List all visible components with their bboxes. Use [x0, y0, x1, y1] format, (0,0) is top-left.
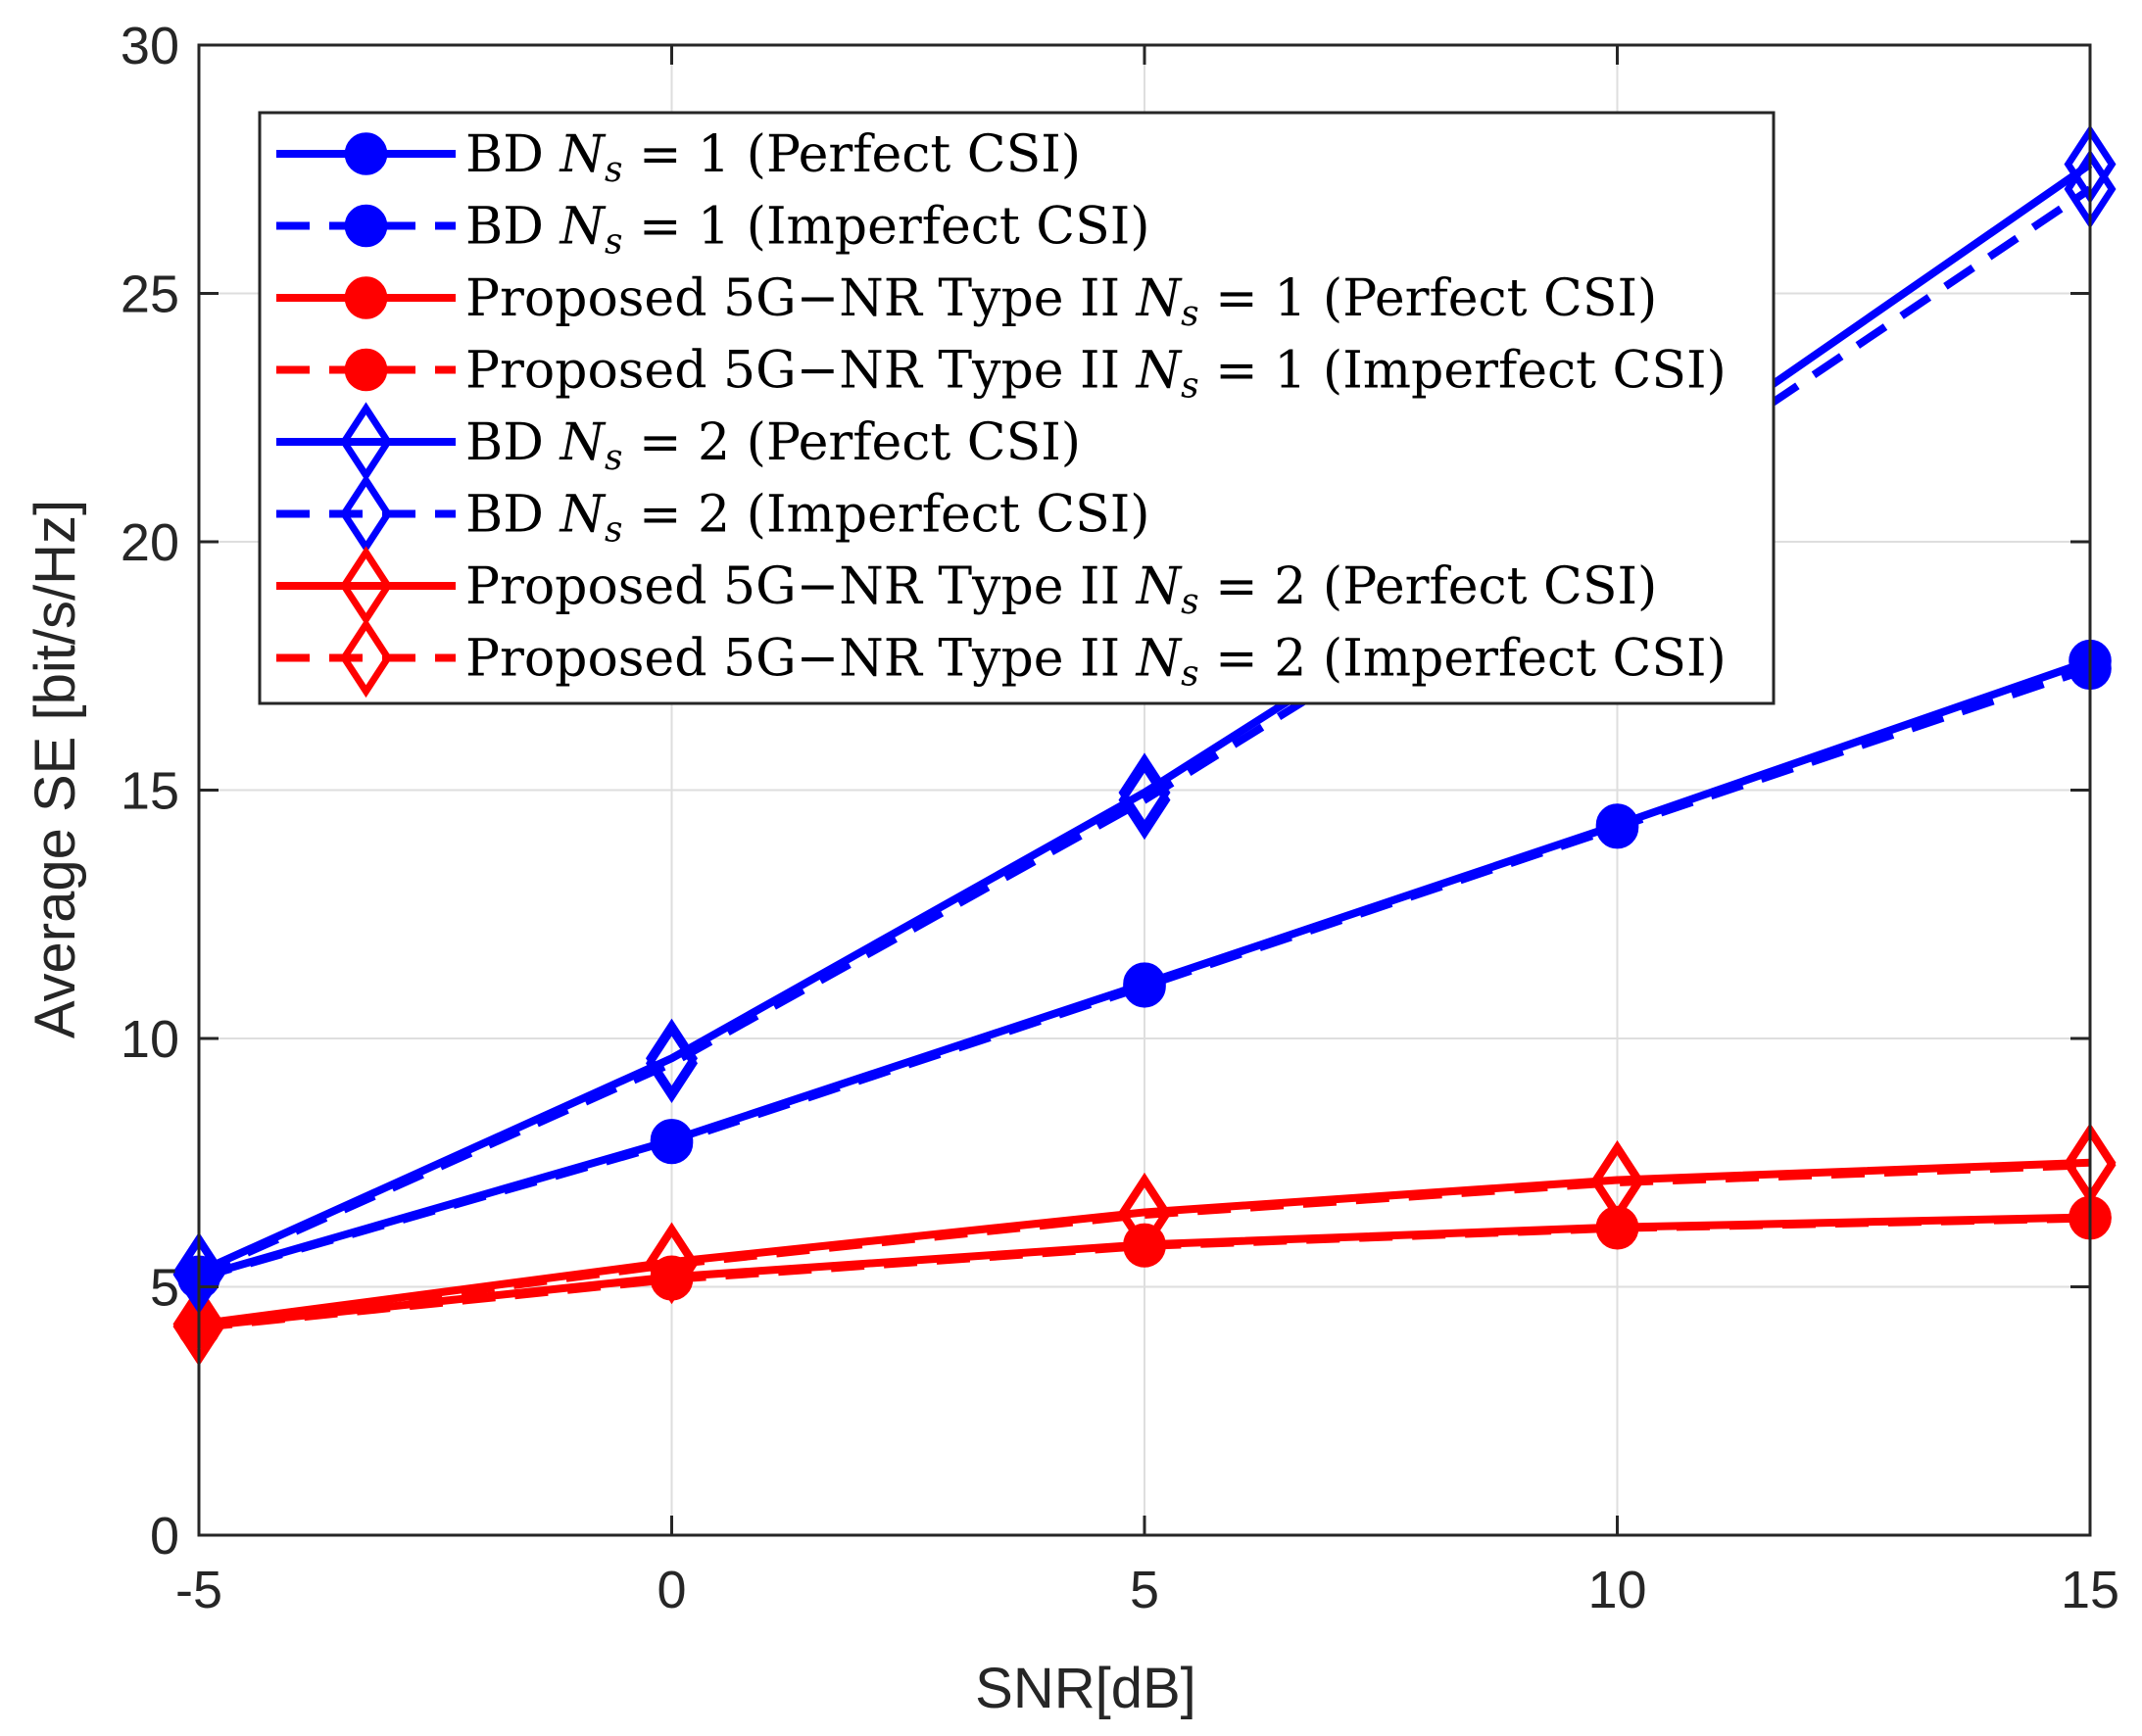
legend-label: Proposed 5G−NR Type II Ns = 1 (Perfect C…	[465, 269, 1657, 334]
legend-entry: Proposed 5G−NR Type II Ns = 1 (Perfect C…	[276, 269, 1657, 334]
legend-prefix: Proposed 5G−NR Type II	[465, 630, 1137, 689]
legend-suffix: (Imperfect CSI)	[1323, 630, 1727, 689]
legend-label: Proposed 5G−NR Type II Ns = 2 (Perfect C…	[465, 557, 1657, 622]
legend-math: N	[558, 125, 606, 184]
x-axis-tick-labels: -5 0 5 10 15	[175, 1561, 2119, 1619]
x-tick-label: 10	[1587, 1561, 1646, 1619]
legend-marker-circle	[344, 132, 388, 175]
legend-math: N	[558, 198, 606, 257]
legend-sub: s	[1181, 366, 1198, 407]
x-tick-label: 5	[1130, 1561, 1159, 1619]
y-tick-label: 15	[121, 762, 179, 821]
legend-label: Proposed 5G−NR Type II Ns = 1 (Imperfect…	[465, 342, 1727, 407]
legend-label: Proposed 5G−NR Type II Ns = 2 (Imperfect…	[465, 630, 1727, 695]
data-point-circle	[650, 1121, 694, 1165]
legend-entry: Proposed 5G−NR Type II Ns = 1 (Imperfect…	[276, 342, 1727, 407]
legend-label: BD Ns = 1 (Imperfect CSI)	[465, 198, 1150, 263]
y-tick-label: 5	[150, 1259, 179, 1318]
legend-suffix: (Perfect CSI)	[1323, 557, 1657, 616]
legend-entries: BD Ns = 1 (Perfect CSI)BD Ns = 1 (Imperf…	[276, 125, 1727, 699]
x-tick-label: 0	[657, 1561, 686, 1619]
data-point-diamond	[1591, 1142, 1643, 1223]
legend-prefix: BD	[465, 413, 560, 472]
legend-eq: = 1	[1199, 269, 1323, 328]
legend-sub: s	[1181, 582, 1198, 622]
legend-math: N	[1135, 557, 1183, 616]
legend-math: N	[1135, 269, 1183, 328]
legend-prefix: BD	[465, 198, 560, 257]
series-line	[198, 1161, 2091, 1331]
legend-box	[258, 111, 1776, 705]
legend-eq: = 2	[622, 486, 746, 545]
legend-math: N	[1135, 342, 1183, 401]
legend-sub: s	[605, 150, 622, 190]
tick-marks	[197, 43, 2092, 1537]
legend-prefix: BD	[465, 486, 560, 545]
legend: BD Ns = 1 (Perfect CSI)BD Ns = 1 (Imperf…	[258, 111, 1776, 705]
data-point-diamond	[1118, 760, 1171, 841]
legend-sub: s	[1181, 294, 1198, 334]
legend-eq: = 2	[1199, 557, 1323, 616]
legend-entry: Proposed 5G−NR Type II Ns = 2 (Perfect C…	[276, 546, 1657, 626]
legend-suffix: (Imperfect CSI)	[747, 198, 1150, 257]
y-tick-label: 0	[150, 1507, 179, 1566]
legend-entry: BD Ns = 2 (Imperfect CSI)	[276, 473, 1150, 555]
legend-prefix: Proposed 5G−NR Type II	[465, 342, 1137, 401]
data-point-circle	[1123, 964, 1166, 1008]
legend-prefix: Proposed 5G−NR Type II	[465, 269, 1137, 328]
legend-suffix: (Perfect CSI)	[747, 413, 1081, 472]
series-2	[177, 647, 2112, 1300]
legend-sub: s	[605, 222, 622, 263]
legend-sub: s	[605, 438, 622, 478]
data-point-diamond	[1118, 1175, 1171, 1255]
legend-sub: s	[1181, 654, 1198, 695]
data-point-diamond	[646, 1225, 698, 1305]
legend-entry: BD Ns = 1 (Perfect CSI)	[276, 125, 1081, 190]
y-axis-title: Average SE [bit/s/Hz]	[24, 500, 87, 1038]
legend-math: N	[558, 413, 606, 472]
data-point-diamond	[1118, 752, 1171, 833]
legend-eq: = 1	[622, 125, 746, 184]
x-tick-label: 15	[2061, 1561, 2119, 1619]
legend-suffix: (Perfect CSI)	[747, 125, 1081, 184]
legend-suffix: (Perfect CSI)	[1323, 269, 1657, 328]
legend-entry: BD Ns = 2 (Perfect CSI)	[276, 402, 1081, 482]
legend-label: BD Ns = 2 (Imperfect CSI)	[465, 486, 1150, 551]
legend-entry: Proposed 5G−NR Type II Ns = 2 (Imperfect…	[276, 617, 1727, 699]
legend-marker-circle	[344, 348, 388, 392]
legend-label: BD Ns = 2 (Perfect CSI)	[465, 413, 1081, 478]
legend-math: N	[558, 486, 606, 545]
x-axis-title: SNR[dB]	[975, 1657, 1196, 1720]
legend-eq: = 1	[622, 198, 746, 257]
data-point-diamond	[646, 1023, 698, 1103]
y-axis-tick-labels: 0 5 10 15 20 25 30	[121, 17, 179, 1566]
legend-label: BD Ns = 1 (Perfect CSI)	[465, 125, 1081, 190]
y-tick-label: 30	[121, 17, 179, 75]
y-tick-label: 20	[121, 513, 179, 572]
legend-suffix: (Imperfect CSI)	[1323, 342, 1727, 401]
legend-marker-circle	[344, 204, 388, 248]
legend-prefix: BD	[465, 125, 560, 184]
legend-eq: = 2	[1199, 630, 1323, 689]
legend-eq: = 1	[1199, 342, 1323, 401]
y-tick-label: 25	[121, 265, 179, 324]
legend-eq: = 2	[622, 413, 746, 472]
legend-sub: s	[605, 510, 622, 551]
legend-marker-circle	[344, 276, 388, 319]
series-line	[197, 664, 2092, 1282]
legend-math: N	[1135, 630, 1183, 689]
legend-prefix: Proposed 5G−NR Type II	[465, 557, 1137, 616]
legend-marker-diamond	[340, 617, 392, 699]
legend-entry: BD Ns = 1 (Imperfect CSI)	[276, 198, 1150, 263]
y-tick-label: 10	[121, 1010, 179, 1069]
legend-suffix: (Imperfect CSI)	[747, 486, 1150, 545]
x-tick-label: -5	[175, 1561, 222, 1619]
data-point-circle	[1595, 805, 1639, 849]
